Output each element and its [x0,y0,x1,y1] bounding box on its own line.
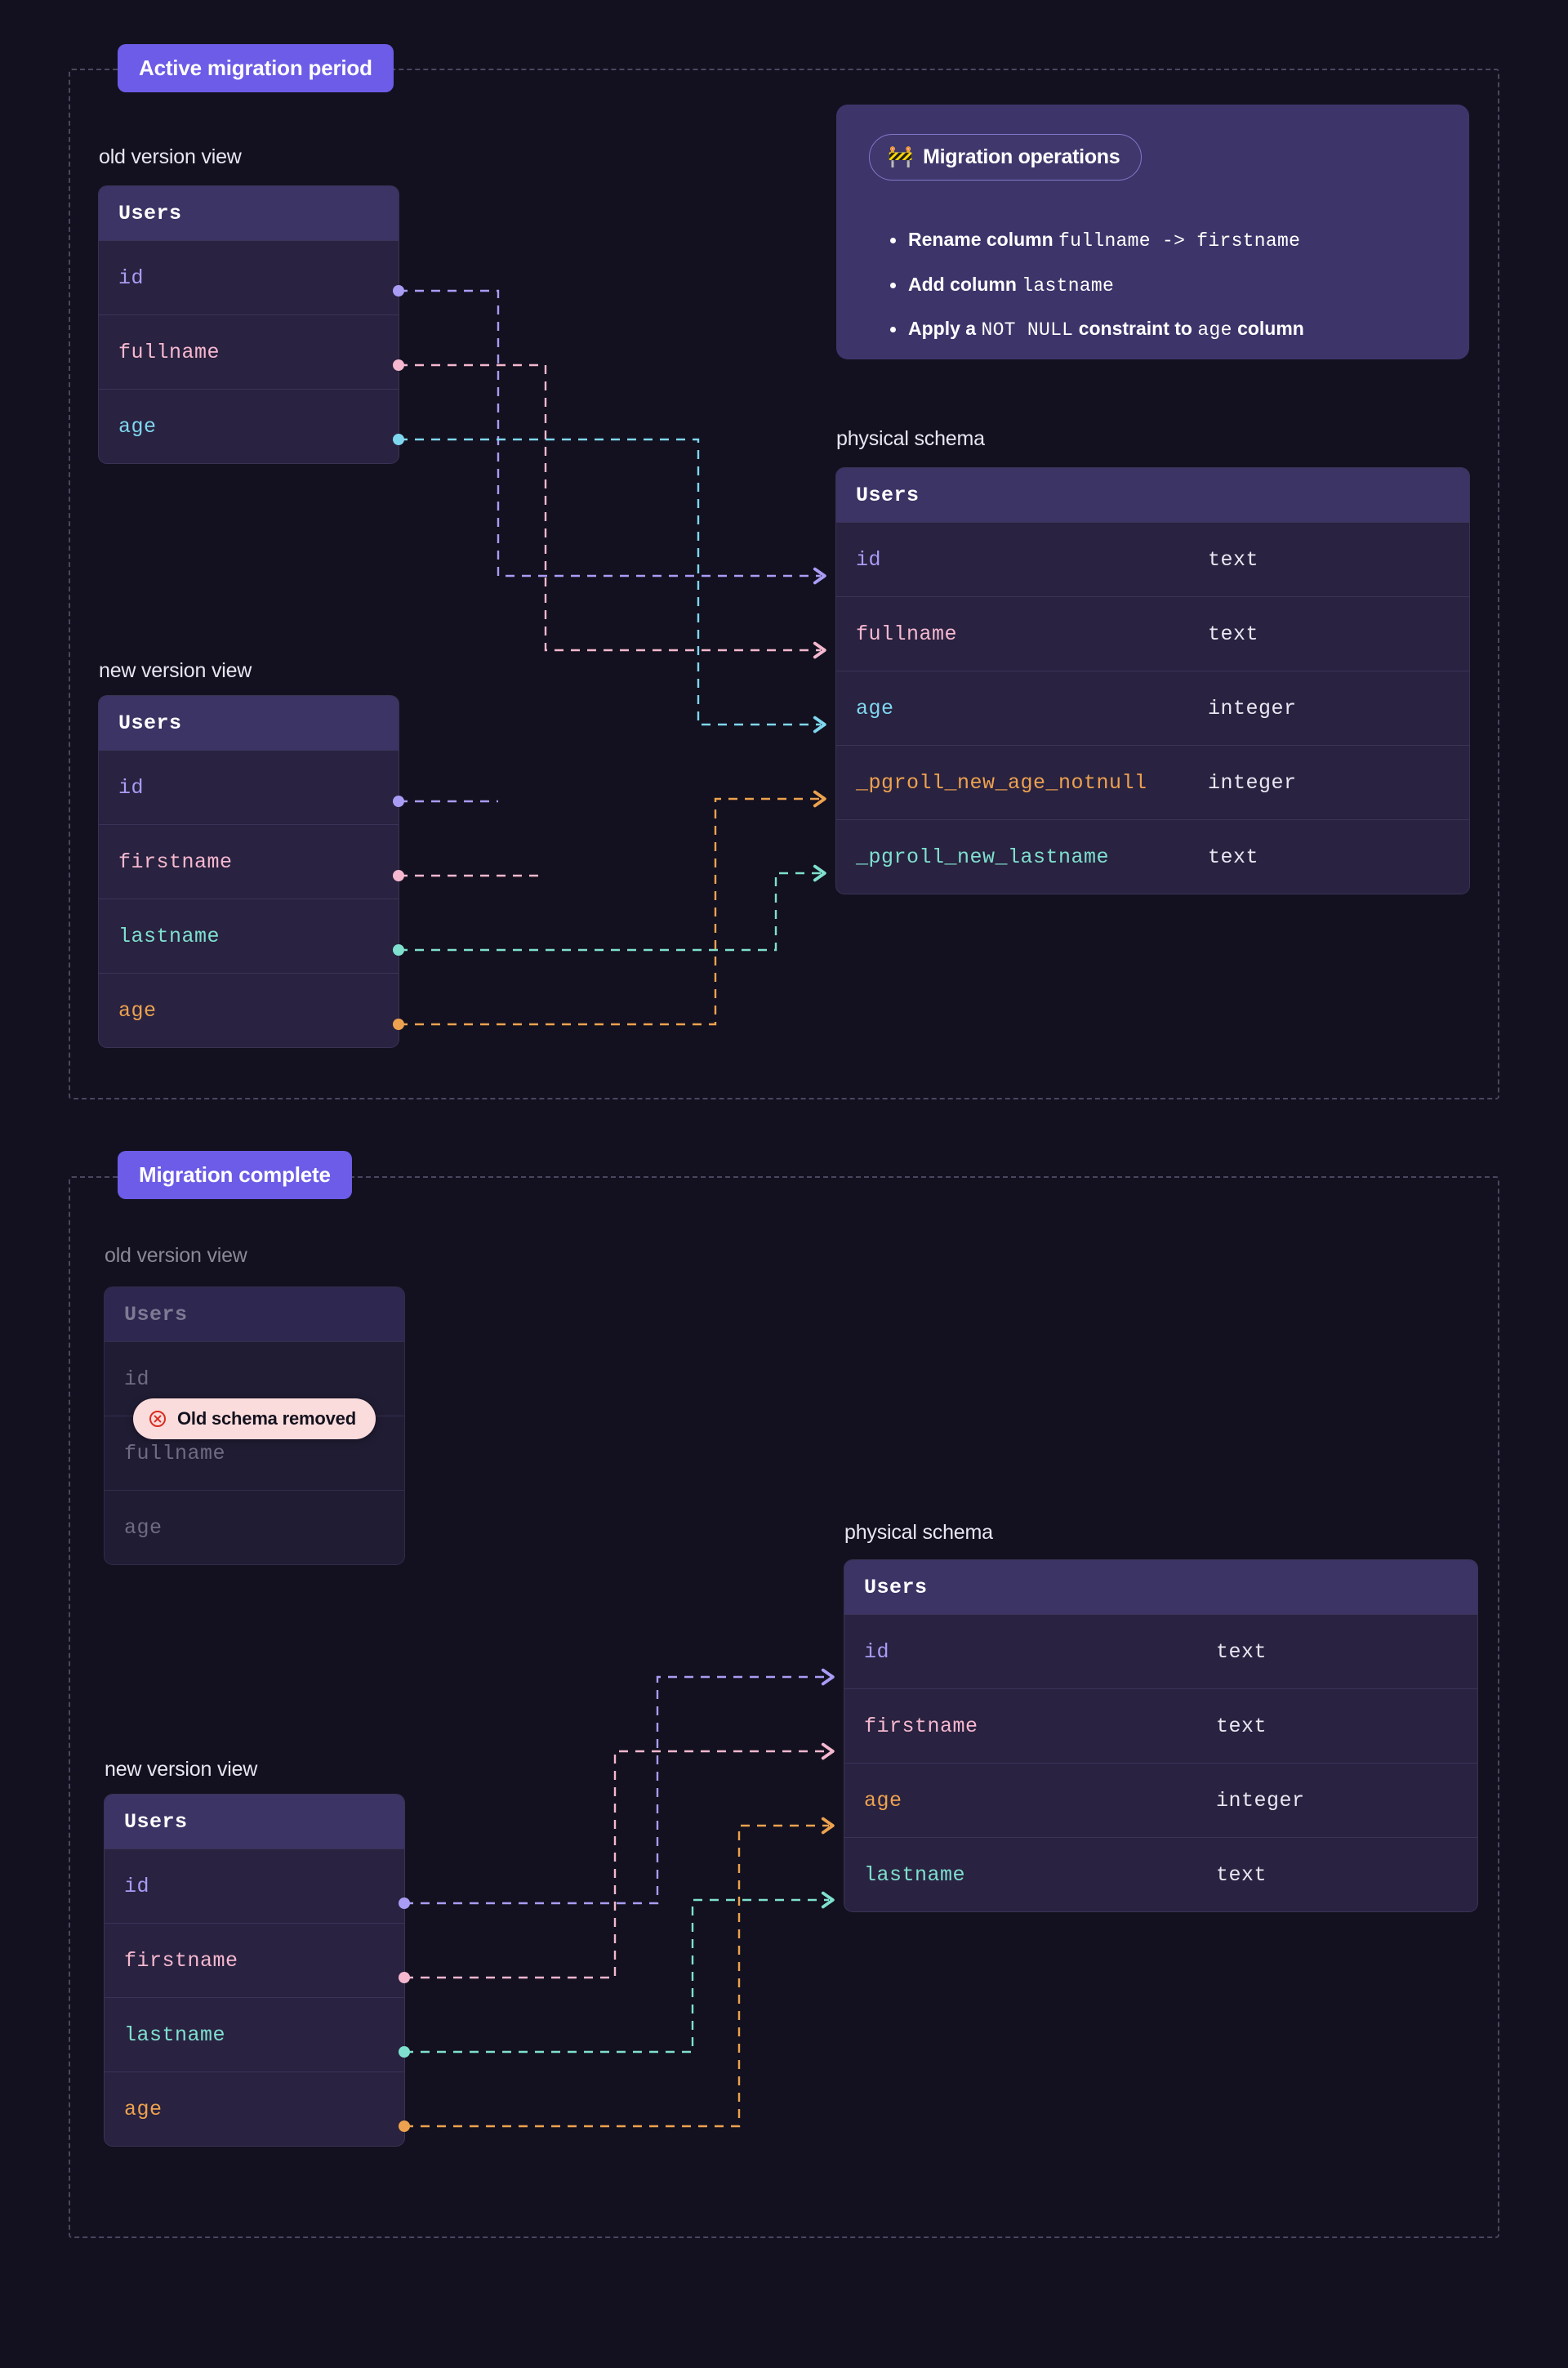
table-row: age [105,2071,404,2146]
column-type: text [1208,547,1259,572]
column-name: _pgroll_new_lastname [856,845,1110,869]
caption-new-version-view-active: new version view [99,659,252,682]
table-row: age [99,389,399,463]
table-row: age integer [844,1763,1477,1837]
column-name: firstname [124,1948,238,1973]
op-mono-1: lastname [1022,274,1115,297]
table-title: Users [836,468,1469,522]
stage-migration-complete [69,1176,1499,2238]
op-bold-3: column [1237,318,1304,340]
column-type: text [1216,1862,1267,1887]
column-name: id [118,265,145,290]
op-mono-2: age [1197,319,1232,341]
column-name: firstname [118,850,233,874]
table-title: Users [99,186,399,240]
table-row: _pgroll_new_lastname text [836,819,1469,894]
column-name: lastname [864,1862,966,1887]
column-name: id [124,1367,150,1391]
column-name: lastname [118,924,220,948]
column-type: text [1216,1639,1267,1664]
circle-x-icon [148,1409,167,1429]
op-mono-1: fullname -> firstname [1058,230,1301,252]
column-type: text [1208,622,1259,646]
table-row: _pgroll_new_age_notnull integer [836,745,1469,819]
table-row: lastname [99,899,399,973]
column-name: age [118,414,157,439]
column-name: id [864,1639,890,1664]
migration-operations-list: Rename column fullname -> firstname Add … [887,229,1304,363]
table-row: id text [844,1614,1477,1688]
caption-old-version-view-active: old version view [99,145,242,168]
column-name: id [118,775,145,800]
column-name: fullname [124,1441,226,1465]
status-badge-old-schema-removed: Old schema removed [133,1398,376,1439]
stage-active-migration-period [69,69,1499,1099]
column-name: firstname [864,1714,978,1738]
column-type: integer [1216,1788,1305,1813]
table-title: Users [99,696,399,750]
migration-operations-badge: 🚧 Migration operations [869,134,1143,181]
table-row: age [105,1490,404,1564]
caption-old-version-view-complete: old version view [105,1244,247,1267]
table-row: firstname [105,1923,404,1997]
column-name: age [118,998,157,1023]
op-bold-1: Add column [908,273,1017,295]
table-row: age [99,973,399,1047]
table-row: age integer [836,671,1469,745]
list-item: Apply a NOT NULL constraint to age colum… [887,318,1304,342]
op-bold-1: Apply a [908,318,977,340]
table-new-version-view-complete: Users id firstname lastname age [105,1795,404,2146]
table-row: lastname [105,1997,404,2071]
stage-label-active-migration-period: Active migration period [118,44,394,92]
table-row: id [99,240,399,314]
table-row: fullname [99,314,399,389]
column-type: text [1208,845,1259,869]
table-row: id [99,750,399,824]
column-type: integer [1208,696,1297,720]
table-physical-schema-active: Users id text fullname text age integer … [836,468,1469,894]
column-name: id [124,1874,150,1898]
caption-new-version-view-complete: new version view [105,1758,258,1781]
column-name: age [856,696,894,720]
column-name: age [124,1515,163,1540]
table-row: id [105,1848,404,1923]
table-old-version-view-active: Users id fullname age [99,186,399,463]
construction-barrier-icon: 🚧 [888,145,914,168]
migration-operations-panel: 🚧 Migration operations Rename column ful… [836,105,1469,359]
column-name: fullname [856,622,958,646]
list-item: Rename column fullname -> firstname [887,229,1304,253]
table-row: firstname [99,824,399,899]
table-row: id [105,1341,404,1416]
migration-operations-badge-label: Migration operations [923,145,1120,168]
table-row: lastname text [844,1837,1477,1911]
stage-label-migration-complete: Migration complete [118,1151,352,1199]
column-name: id [856,547,882,572]
status-badge-label: Old schema removed [177,1408,356,1429]
table-title: Users [105,1795,404,1848]
list-item: Add column lastname [887,274,1304,298]
column-name: lastname [124,2022,226,2047]
column-type: integer [1208,770,1297,795]
table-new-version-view-active: Users id firstname lastname age [99,696,399,1047]
op-bold-1: Rename column [908,229,1054,250]
column-name: age [124,2097,163,2121]
table-physical-schema-complete: Users id text firstname text age integer… [844,1560,1477,1911]
caption-physical-schema-active: physical schema [836,427,985,450]
op-mono-1: NOT NULL [981,319,1074,341]
op-bold-2: constraint to [1078,318,1192,340]
column-name: _pgroll_new_age_notnull [856,770,1147,795]
table-row: fullname text [836,596,1469,671]
caption-physical-schema-complete: physical schema [844,1521,993,1544]
table-row: firstname text [844,1688,1477,1763]
column-type: text [1216,1714,1267,1738]
table-title: Users [844,1560,1477,1614]
table-row: id text [836,522,1469,596]
column-name: fullname [118,340,220,364]
table-title: Users [105,1287,404,1341]
column-name: age [864,1788,902,1813]
